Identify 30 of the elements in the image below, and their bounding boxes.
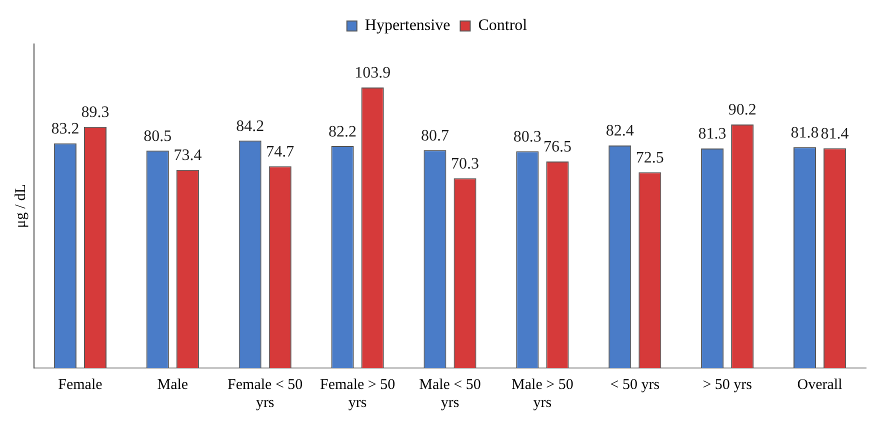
data-label: 80.3 — [513, 128, 542, 146]
x-tick-label: Female — [58, 376, 103, 393]
data-label: 90.2 — [728, 102, 756, 119]
data-label: 103.9 — [354, 64, 391, 82]
legend-label: Control — [478, 17, 528, 34]
x-tick-label: Overall — [797, 376, 842, 393]
data-label: 81.3 — [698, 126, 726, 143]
x-tick-label: Female < 50 yrs — [228, 376, 303, 411]
data-label: 83.2 — [51, 120, 80, 138]
x-tick-label: Male — [157, 376, 188, 393]
data-label: 82.2 — [328, 123, 357, 140]
x-tick-label: < 50 yrs — [610, 376, 660, 393]
x-tick-label: Male > 50 yrs — [512, 376, 574, 411]
data-label: 89.3 — [81, 104, 110, 122]
x-tick-label: Female > 50 yrs — [320, 376, 396, 411]
x-tick-label: > 50 yrs — [702, 376, 752, 393]
data-label: 72.5 — [636, 149, 664, 166]
y-axis-title: μg / dL — [12, 184, 29, 228]
data-label: 84.2 — [236, 118, 264, 135]
data-label: 73.4 — [174, 147, 202, 164]
legend-label: Hypertensive — [364, 17, 450, 34]
data-label: 82.4 — [606, 122, 634, 140]
data-label: 74.7 — [266, 144, 294, 161]
data-label: 81.8 — [790, 124, 819, 142]
data-label: 80.5 — [144, 128, 172, 145]
x-tick-label: Male < 50 yrs — [419, 376, 481, 411]
data-label: 80.7 — [420, 127, 449, 144]
data-label: 81.4 — [820, 125, 849, 142]
data-label: 70.3 — [451, 155, 480, 172]
data-label: 76.5 — [543, 138, 572, 156]
